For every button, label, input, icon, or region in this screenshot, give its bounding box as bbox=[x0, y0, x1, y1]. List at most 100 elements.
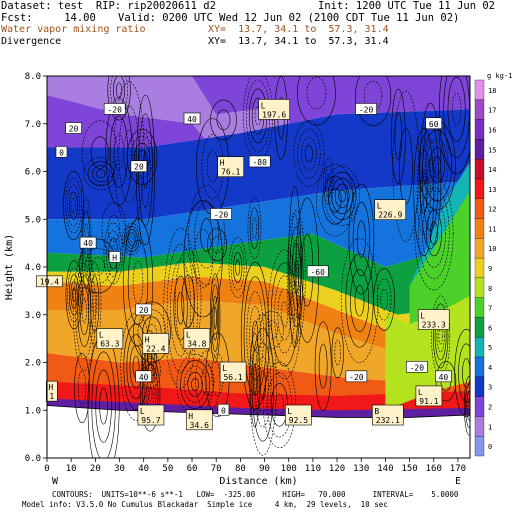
divergence-contour bbox=[95, 369, 112, 443]
colorbar-unit-label: g kg-1 bbox=[487, 72, 512, 80]
colorbar-level-label: 14 bbox=[488, 166, 496, 174]
divergence-contour bbox=[163, 227, 198, 389]
dataset-line: Dataset: test RIP: rip20020611 d2 bbox=[1, 0, 216, 12]
divergence-contour bbox=[139, 355, 161, 432]
x-tick-label: 10 bbox=[66, 464, 77, 474]
divergence-contour bbox=[127, 232, 136, 246]
y-tick-label: 4.0 bbox=[25, 263, 41, 273]
divergence-contour bbox=[439, 76, 470, 174]
divergence-contour bbox=[133, 301, 171, 363]
divergence-contour bbox=[432, 303, 449, 369]
x-tick-label: 50 bbox=[162, 464, 173, 474]
divergence-contour bbox=[72, 251, 96, 371]
extremum-letter: H bbox=[220, 159, 225, 168]
divergence-contour bbox=[191, 378, 200, 391]
colorbar-swatch bbox=[474, 257, 485, 279]
contour-label-box bbox=[55, 146, 68, 158]
colorbar-level-label: 0 bbox=[488, 443, 492, 451]
divergence-contour bbox=[318, 343, 328, 389]
contour-label: -20 bbox=[107, 105, 122, 114]
divergence-contour bbox=[216, 109, 231, 131]
extremum-box bbox=[217, 156, 245, 178]
contour-label: 20 bbox=[69, 125, 79, 134]
extremum-value: 34.8 bbox=[187, 340, 206, 349]
colorbar-swatch bbox=[474, 198, 485, 219]
extremum-box bbox=[372, 404, 404, 426]
x-end-label-west: W bbox=[52, 476, 59, 487]
divergence-contour bbox=[80, 197, 92, 302]
divergence-contour bbox=[107, 214, 121, 242]
colorbar-swatch bbox=[474, 79, 485, 100]
colorbar-level-label: 16 bbox=[488, 126, 496, 134]
extremum-box bbox=[415, 385, 443, 407]
contour-label-box bbox=[435, 370, 452, 383]
extremum-value: 233.3 bbox=[422, 321, 446, 330]
colorbar-swatch bbox=[474, 119, 485, 140]
divergence-contour bbox=[297, 128, 321, 179]
divergence-contour bbox=[352, 201, 370, 277]
divergence-contour bbox=[65, 177, 83, 234]
divergence-contour bbox=[207, 228, 227, 262]
divergence-contour bbox=[350, 269, 370, 332]
contour-label-box bbox=[306, 265, 329, 278]
divergence-contour bbox=[306, 76, 327, 110]
divergence-contour bbox=[354, 284, 365, 317]
colorbar-swatch bbox=[474, 356, 485, 377]
divergence-contour bbox=[259, 310, 284, 349]
divergence-contour bbox=[123, 225, 140, 252]
contour-label-box bbox=[406, 360, 428, 373]
divergence-contour bbox=[252, 320, 259, 351]
divergence-contour bbox=[67, 184, 81, 227]
extremum-box bbox=[142, 333, 170, 354]
colorbar-swatch bbox=[474, 99, 485, 120]
divergence-contour bbox=[340, 238, 379, 364]
colorbar-swatch bbox=[474, 238, 485, 259]
divergence-contour bbox=[301, 136, 317, 171]
divergence-contour bbox=[166, 243, 195, 373]
divergence-contour bbox=[267, 249, 302, 380]
divergence-contour bbox=[126, 128, 158, 186]
divergence-contour bbox=[101, 201, 127, 255]
x-end-label-east: E bbox=[455, 476, 461, 487]
divergence-contour bbox=[425, 138, 449, 193]
x-tick-label: 170 bbox=[450, 464, 466, 474]
divergence-contour bbox=[140, 352, 161, 390]
divergence-contour bbox=[297, 76, 336, 126]
colorbar-level-label: 5 bbox=[488, 344, 492, 352]
contour-label-box bbox=[65, 122, 82, 134]
x-tick-label: 40 bbox=[138, 464, 149, 474]
contour-label: -80 bbox=[252, 158, 267, 167]
extremum-value: 63.3 bbox=[100, 340, 119, 349]
divergence-contour bbox=[331, 327, 344, 379]
colorbar-level-label: 2 bbox=[488, 404, 492, 412]
divergence-contour bbox=[451, 92, 462, 126]
x-tick-label: 80 bbox=[235, 464, 246, 474]
extremum-letter: L bbox=[287, 407, 292, 416]
contour-label-box bbox=[183, 112, 201, 125]
divergence-contour bbox=[194, 201, 219, 269]
field-band-15 bbox=[47, 398, 470, 418]
divergence-contour bbox=[251, 217, 257, 239]
divergence-contour bbox=[174, 248, 202, 354]
contour-label-box bbox=[130, 160, 148, 173]
extremum-box bbox=[183, 328, 211, 349]
contour-label: -20 bbox=[359, 105, 374, 114]
extremum-letter: H bbox=[145, 335, 150, 344]
contour-label-box bbox=[248, 155, 271, 168]
colorbar-level-label: 1 bbox=[488, 423, 492, 431]
extremum-letter: L bbox=[99, 331, 104, 340]
field1-name: Water vapor mixing ratio bbox=[1, 24, 146, 35]
colorbar-level-label: 10 bbox=[488, 245, 496, 253]
divergence-contour bbox=[419, 103, 442, 250]
divergence-contour bbox=[103, 222, 123, 285]
contour-label-box bbox=[135, 370, 152, 383]
divergence-contour bbox=[287, 210, 306, 344]
extremum-box bbox=[96, 328, 124, 349]
divergence-contour bbox=[211, 284, 220, 352]
extremum-value: 19.4 bbox=[40, 277, 59, 286]
divergence-contour bbox=[129, 344, 143, 389]
contours-footer: CONTOURS: UNITS=10**-6 s**-1 LOW= -325.0… bbox=[52, 490, 459, 499]
divergence-contour bbox=[293, 120, 325, 187]
contour-label: 40 bbox=[187, 115, 197, 124]
